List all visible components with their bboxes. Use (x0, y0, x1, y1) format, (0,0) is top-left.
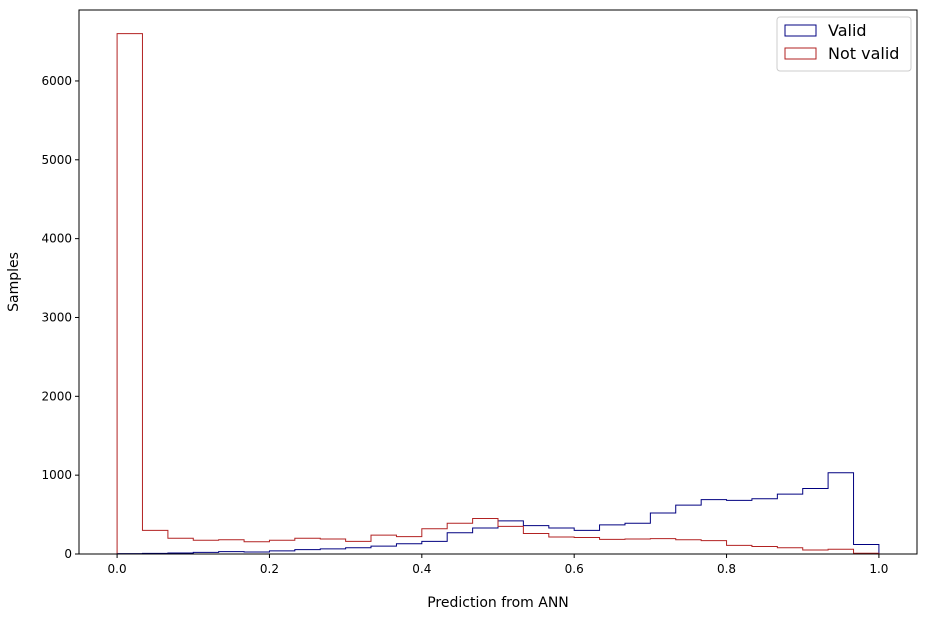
x-tick-label: 0.8 (717, 562, 736, 576)
x-axis-label: Prediction from ANN (427, 595, 569, 611)
x-axis-ticks: 0.0 0.2 0.4 0.6 0.8 1.0 (108, 554, 888, 576)
legend-label: Not valid (828, 44, 899, 63)
x-tick-label: 0.6 (565, 562, 584, 576)
x-tick-label: 0.0 (108, 562, 127, 576)
x-tick-label: 1.0 (869, 562, 888, 576)
histogram-series-1 (116, 472, 880, 555)
y-tick-label: 5000 (41, 153, 72, 167)
plot-frame (78, 9, 918, 555)
legend-label: Valid (828, 21, 867, 40)
histogram-series-2 (116, 33, 880, 554)
y-tick-label: 3000 (41, 310, 72, 324)
y-tick-label: 4000 (41, 232, 72, 246)
y-tick-label: 1000 (41, 468, 72, 482)
y-axis-label: Samples (6, 252, 22, 312)
legend-box (776, 16, 912, 72)
x-tick-label: 0.4 (412, 562, 431, 576)
y-tick-label: 2000 (41, 389, 72, 403)
legend-swatch (784, 47, 817, 60)
x-tick-label: 0.2 (260, 562, 279, 576)
y-tick-label: 6000 (41, 74, 72, 88)
legend-swatch (784, 24, 817, 37)
legend: Valid Not valid (776, 16, 912, 72)
histogram-bars (116, 33, 880, 555)
y-tick-label: 0 (64, 547, 72, 561)
y-axis-ticks: 0 1000 2000 3000 4000 5000 6000 (41, 74, 79, 561)
